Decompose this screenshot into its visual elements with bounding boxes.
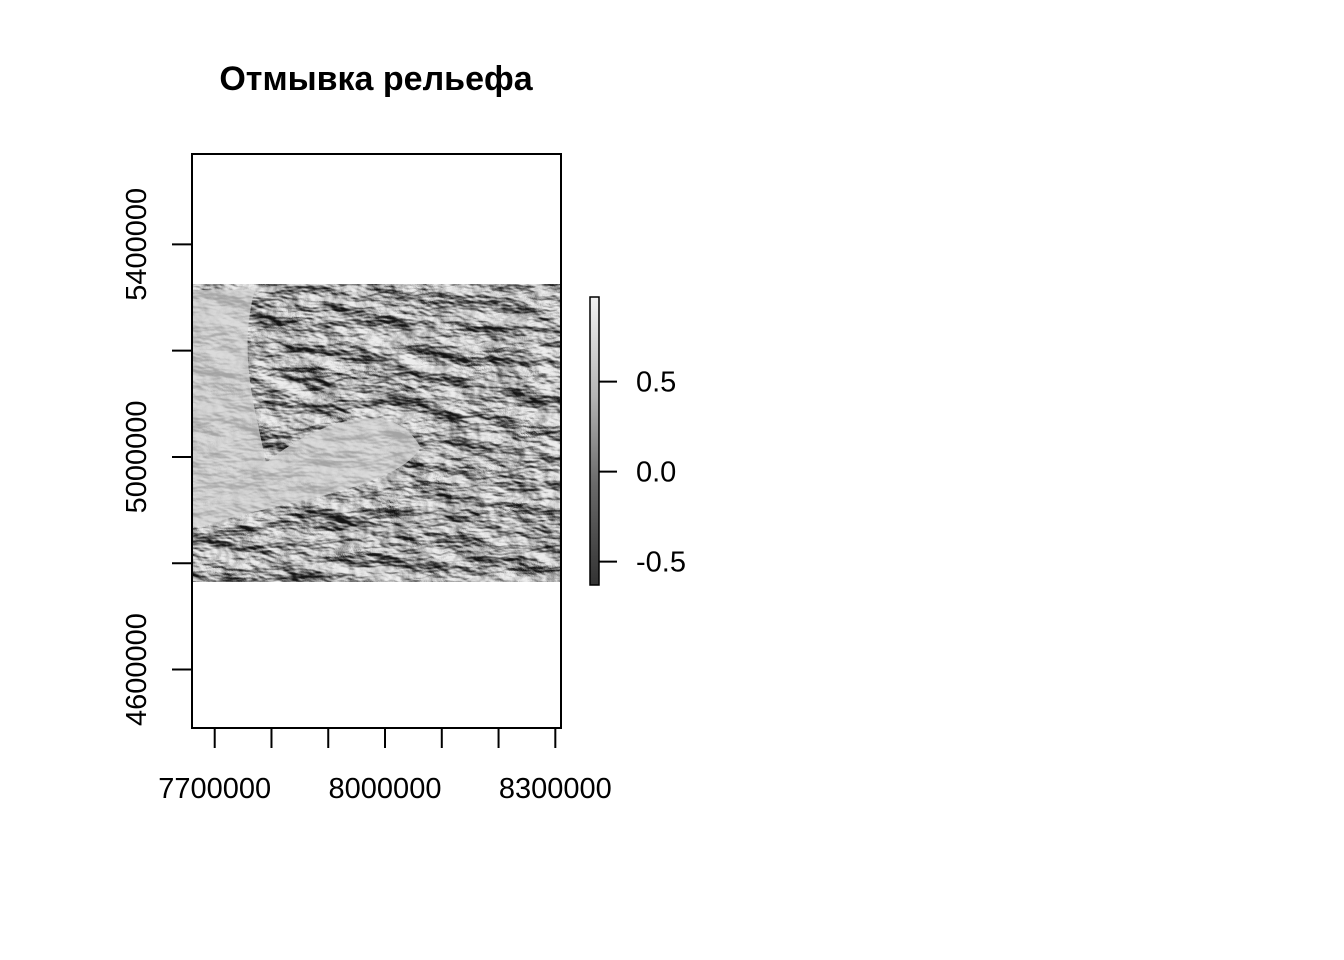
colorbar: [589, 296, 600, 586]
hillshade-raster: [192, 284, 561, 582]
colorbar-legend: 0.5 0.0 -0.5: [589, 296, 686, 586]
y-tick-label: 4600000: [121, 613, 153, 726]
colorbar-tick-label: -0.5: [636, 547, 686, 579]
x-axis: 7700000 8000000 8300000: [158, 728, 612, 805]
colorbar-ticks: 0.5 0.0 -0.5: [599, 367, 686, 579]
y-tick-label: 5000000: [121, 400, 153, 513]
x-tick-label: 7700000: [158, 773, 271, 805]
colorbar-tick-label: 0.0: [636, 457, 676, 489]
x-tick-label: 8000000: [329, 773, 442, 805]
valley-flatland: [192, 290, 421, 529]
plot-frame: [191, 153, 562, 729]
colorbar-tick-label: 0.5: [636, 367, 676, 399]
y-tick-label: 5400000: [121, 188, 153, 301]
chart-title: Отмывка рельефа: [219, 60, 533, 98]
y-axis: 4600000 5000000 5400000: [121, 188, 192, 726]
x-tick-label: 8300000: [499, 773, 612, 805]
